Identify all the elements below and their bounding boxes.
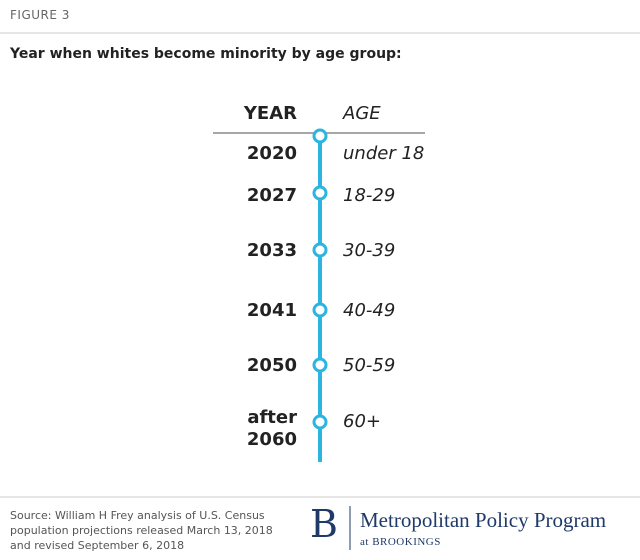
- timeline-dot: [312, 128, 328, 144]
- logo-sub: at BROOKINGS: [360, 536, 441, 548]
- figure-label: FIGURE 3: [10, 8, 70, 22]
- timeline-dot: [312, 302, 328, 318]
- timeline-dot: [312, 357, 328, 373]
- age: 40-49: [343, 300, 396, 321]
- year: after 2060: [246, 407, 297, 450]
- age: 30-39: [343, 240, 396, 261]
- timeline-dot: [312, 242, 328, 258]
- timeline-dot: [312, 414, 328, 430]
- age-header: AGE: [343, 103, 381, 124]
- title: Year when whites become minority by age …: [10, 46, 402, 62]
- logo-name: Metropolitan Policy Program: [360, 508, 607, 532]
- year: 2050: [246, 355, 297, 376]
- age: 18-29: [343, 185, 396, 206]
- source: Source: William H Frey analysis of U.S. …: [10, 509, 273, 552]
- timeline-dots: [312, 128, 328, 430]
- year: 2027: [246, 185, 297, 206]
- timeline-dot: [312, 185, 328, 201]
- age: 60+: [343, 411, 381, 432]
- logo-letter: B: [310, 502, 338, 546]
- year: 2020: [246, 143, 297, 164]
- year: 2041: [246, 300, 297, 321]
- year: 2033: [246, 240, 297, 261]
- year-header: YEAR: [243, 103, 297, 124]
- age: 50-59: [343, 355, 396, 376]
- age: under 18: [343, 143, 425, 164]
